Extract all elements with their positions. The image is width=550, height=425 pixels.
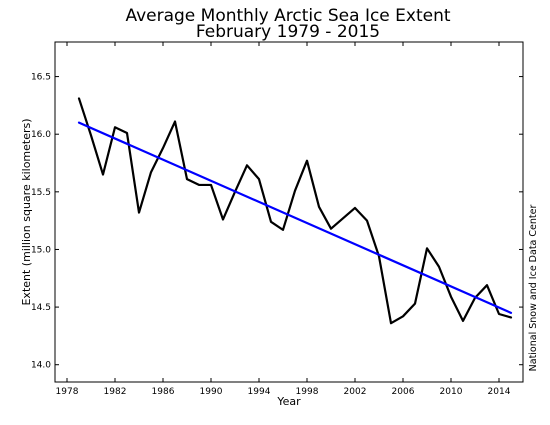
y-tick-label: 15.0 xyxy=(31,245,51,255)
x-tick-label: 2002 xyxy=(344,387,367,397)
trend-line xyxy=(77,121,513,314)
y-tick-label: 15.5 xyxy=(31,188,51,198)
y-tick-label: 16.5 xyxy=(31,73,51,83)
x-tick-label: 2006 xyxy=(392,387,415,397)
x-tick-label: 2014 xyxy=(488,387,511,397)
y-axis-label: Extent (million square kilometers) xyxy=(20,118,33,305)
x-tick-label: 1998 xyxy=(296,387,319,397)
x-tick-label: 1994 xyxy=(248,387,271,397)
x-tick-label: 1986 xyxy=(152,387,175,397)
extent-series-line xyxy=(77,97,513,325)
x-axis-label: Year xyxy=(276,395,301,408)
tick-labels: 1978 1982 1986 1990 1994 1998 2002 2006 2010 2014… xyxy=(31,73,511,397)
chart-subtitle: February 1979 - 2015 xyxy=(196,22,380,42)
y-tick-label: 14.5 xyxy=(31,303,51,313)
series-layer xyxy=(77,97,513,325)
chart-title: Average Monthly Arctic Sea Ice Extent xyxy=(125,6,450,26)
x-tick-label: 1990 xyxy=(200,387,223,397)
y-tick-label: 14.0 xyxy=(31,361,51,371)
x-tick-label: 1982 xyxy=(104,387,127,397)
y-tick-label: 16.0 xyxy=(31,130,51,140)
x-tick-label: 1978 xyxy=(56,387,79,397)
tick-marks xyxy=(55,42,523,382)
x-tick-label: 2010 xyxy=(440,387,463,397)
credit-label: National Snow and Ice Data Center xyxy=(528,205,539,372)
